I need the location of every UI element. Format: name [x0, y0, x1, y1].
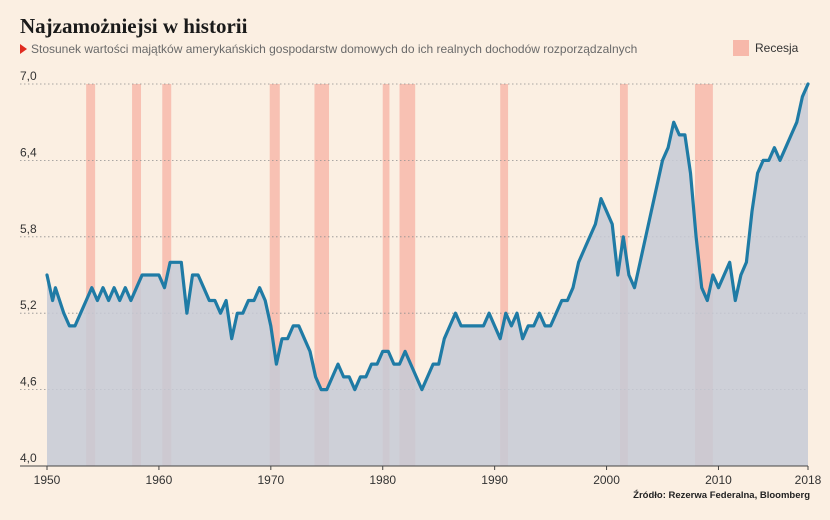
recession-band-7	[500, 84, 509, 466]
recession-band-5	[382, 84, 390, 466]
recession-band-4	[314, 84, 330, 466]
legend-recession-label: Recesja	[755, 41, 799, 55]
legend-recession-swatch	[733, 40, 749, 56]
x-tick-label-5: 2000	[593, 473, 620, 487]
series-line	[45, 82, 810, 392]
axis-layer: 4,0 4,6 5,2 5,8 6,4 7,0 1950 1960 1970 1980 1990 20…	[20, 69, 822, 487]
x-tick-label-4: 1990	[481, 473, 508, 487]
y-tick-label-4: 6,4	[20, 145, 37, 159]
x-tick-label-2: 1970	[257, 473, 284, 487]
y-tick-label-2: 5,2	[20, 298, 37, 312]
x-tick-label-3: 1980	[369, 473, 396, 487]
subtitle-marker-icon	[20, 44, 27, 54]
line-layer	[45, 82, 810, 392]
y-tick-label-0: 4,0	[20, 451, 37, 465]
y-tick-label-5: 7,0	[20, 69, 37, 83]
recession-band-3	[269, 84, 280, 466]
y-tick-label-1: 4,6	[20, 375, 37, 389]
legend: Recesja	[733, 40, 798, 56]
chart-subtitle: Stosunek wartości majątków amerykańskich…	[31, 42, 638, 56]
y-tick-label-3: 5,8	[20, 222, 37, 236]
x-tick-label-1: 1960	[146, 473, 173, 487]
x-tick-label-7: 2018	[795, 473, 822, 487]
x-tick-label-6: 2010	[705, 473, 732, 487]
recession-band-1	[132, 84, 142, 466]
area-layer	[47, 84, 808, 466]
x-tick-label-0: 1950	[34, 473, 61, 487]
series-area	[47, 84, 808, 466]
subtitle-row: Stosunek wartości majątków amerykańskich…	[20, 42, 637, 56]
chart-title: Najzamożniejsi w historii	[20, 14, 248, 38]
source-note: Źródło: Rezerwa Federalna, Bloomberg	[633, 490, 810, 501]
recession-band-0	[86, 84, 96, 466]
